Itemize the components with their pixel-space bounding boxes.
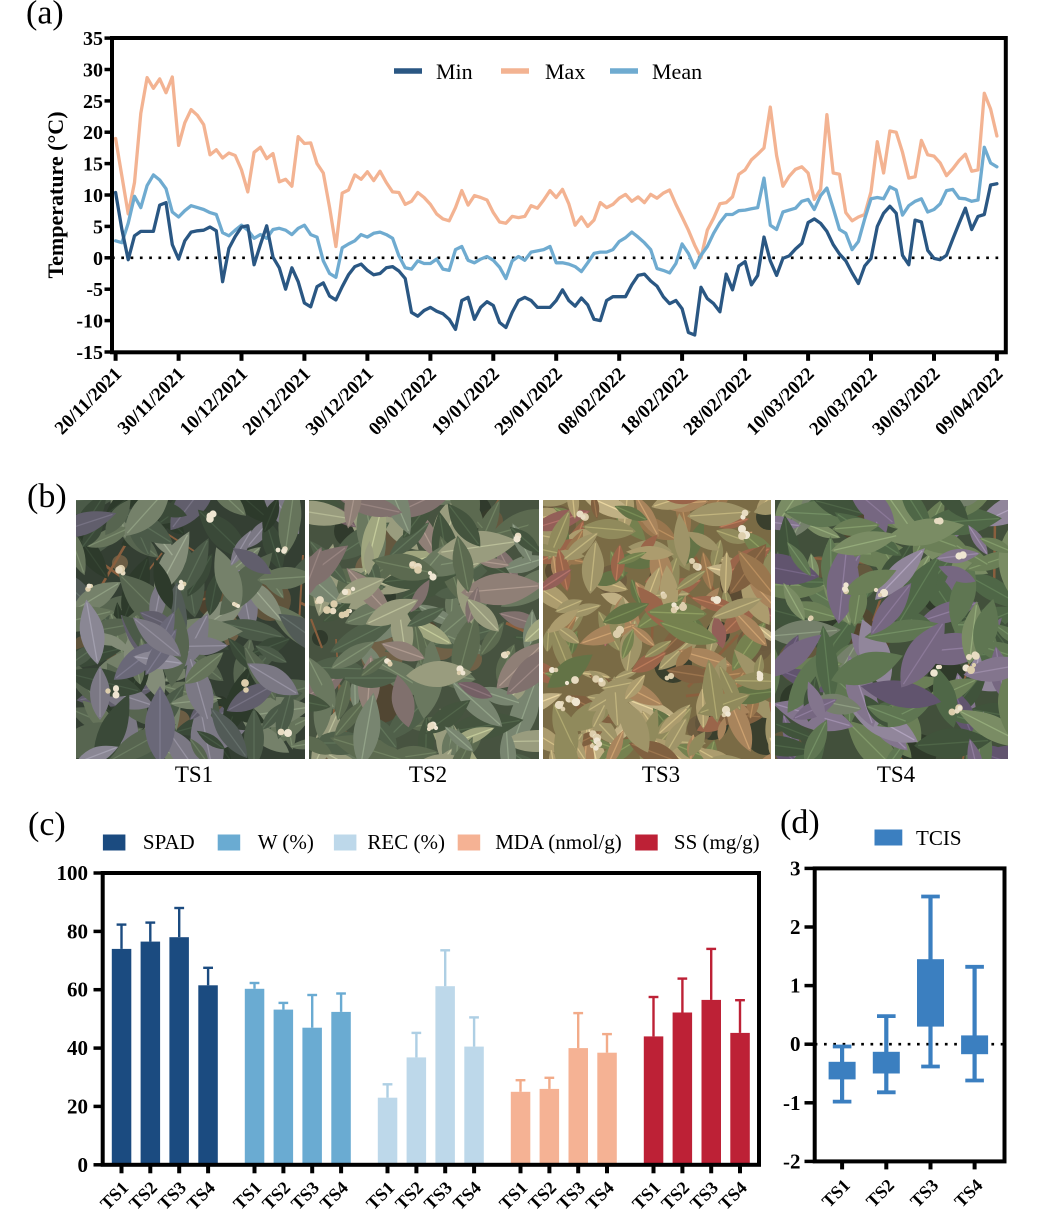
svg-text:20/11/2021: 20/11/2021 — [51, 364, 126, 439]
svg-text:28/02/2022: 28/02/2022 — [680, 364, 756, 440]
svg-text:TS1: TS1 — [495, 1177, 531, 1213]
svg-text:Min: Min — [436, 59, 473, 84]
svg-text:(c): (c) — [28, 806, 66, 843]
svg-text:29/01/2022: 29/01/2022 — [491, 364, 567, 440]
svg-text:Temperature (°C): Temperature (°C) — [43, 111, 68, 278]
svg-text:TS3: TS3 — [553, 1177, 589, 1213]
svg-text:W (%): W (%) — [258, 830, 314, 854]
svg-text:3: 3 — [790, 856, 801, 880]
svg-text:TS2: TS2 — [258, 1177, 294, 1213]
svg-text:08/02/2022: 08/02/2022 — [554, 364, 630, 440]
svg-text:10/03/2022: 10/03/2022 — [743, 364, 819, 440]
svg-text:TS4: TS4 — [316, 1177, 352, 1213]
svg-text:-15: -15 — [76, 342, 103, 364]
svg-text:TS4: TS4 — [582, 1177, 618, 1213]
svg-text:TS2: TS2 — [524, 1177, 560, 1213]
svg-text:35: 35 — [83, 28, 103, 50]
svg-text:(d): (d) — [780, 804, 820, 841]
svg-text:SPAD: SPAD — [143, 830, 195, 854]
svg-text:TS1: TS1 — [229, 1177, 265, 1213]
svg-text:TS4: TS4 — [950, 1175, 986, 1211]
svg-text:TS1: TS1 — [362, 1177, 398, 1213]
svg-text:60: 60 — [67, 978, 88, 1002]
svg-text:TS2: TS2 — [391, 1177, 427, 1213]
svg-text:20: 20 — [67, 1094, 88, 1118]
svg-text:25: 25 — [83, 91, 103, 113]
svg-text:TS4: TS4 — [183, 1177, 219, 1213]
svg-text:30/12/2021: 30/12/2021 — [302, 364, 378, 440]
svg-text:0: 0 — [790, 1032, 801, 1056]
svg-text:-10: -10 — [76, 311, 103, 333]
svg-text:TS2: TS2 — [125, 1177, 161, 1213]
svg-text:20/03/2022: 20/03/2022 — [805, 364, 881, 440]
svg-text:18/02/2022: 18/02/2022 — [617, 364, 693, 440]
svg-text:09/01/2022: 09/01/2022 — [365, 364, 441, 440]
svg-text:5: 5 — [93, 216, 103, 238]
svg-text:-2: -2 — [783, 1149, 801, 1173]
svg-text:TS3: TS3 — [287, 1177, 323, 1213]
svg-text:TS1: TS1 — [628, 1177, 664, 1213]
svg-text:(a): (a) — [26, 0, 64, 32]
svg-text:-1: -1 — [783, 1091, 801, 1115]
svg-text:-5: -5 — [86, 279, 103, 301]
svg-text:09/04/2022: 09/04/2022 — [931, 364, 1007, 440]
svg-text:TS3: TS3 — [420, 1177, 456, 1213]
svg-text:TS4: TS4 — [449, 1177, 485, 1213]
svg-text:10: 10 — [83, 185, 103, 207]
svg-text:40: 40 — [67, 1036, 88, 1060]
svg-text:0: 0 — [93, 248, 103, 270]
svg-text:TS3: TS3 — [906, 1175, 942, 1211]
svg-text:TCIS: TCIS — [916, 826, 962, 850]
svg-text:19/01/2022: 19/01/2022 — [428, 364, 504, 440]
svg-text:TS2: TS2 — [657, 1177, 693, 1213]
svg-text:30/03/2022: 30/03/2022 — [868, 364, 944, 440]
svg-text:2: 2 — [790, 915, 801, 939]
svg-text:TS4: TS4 — [715, 1177, 751, 1213]
svg-text:TS3: TS3 — [686, 1177, 722, 1213]
svg-text:TS3: TS3 — [154, 1177, 190, 1213]
svg-text:MDA (nmol/g): MDA (nmol/g) — [495, 830, 622, 854]
svg-text:SS (mg/g): SS (mg/g) — [674, 830, 760, 854]
svg-text:TS1: TS1 — [818, 1175, 854, 1211]
svg-text:30: 30 — [83, 60, 103, 82]
svg-text:Mean: Mean — [652, 59, 702, 84]
svg-text:100: 100 — [57, 861, 89, 885]
svg-text:20/12/2021: 20/12/2021 — [239, 364, 315, 440]
svg-text:TS2: TS2 — [862, 1175, 898, 1211]
svg-text:Max: Max — [545, 59, 585, 84]
svg-text:0: 0 — [78, 1153, 89, 1177]
svg-text:15: 15 — [83, 154, 103, 176]
svg-text:REC (%): REC (%) — [367, 830, 445, 854]
svg-text:1: 1 — [790, 974, 801, 998]
svg-text:80: 80 — [67, 919, 88, 943]
svg-text:20: 20 — [83, 122, 103, 144]
svg-text:10/12/2021: 10/12/2021 — [176, 364, 252, 440]
svg-text:TS1: TS1 — [96, 1177, 132, 1213]
